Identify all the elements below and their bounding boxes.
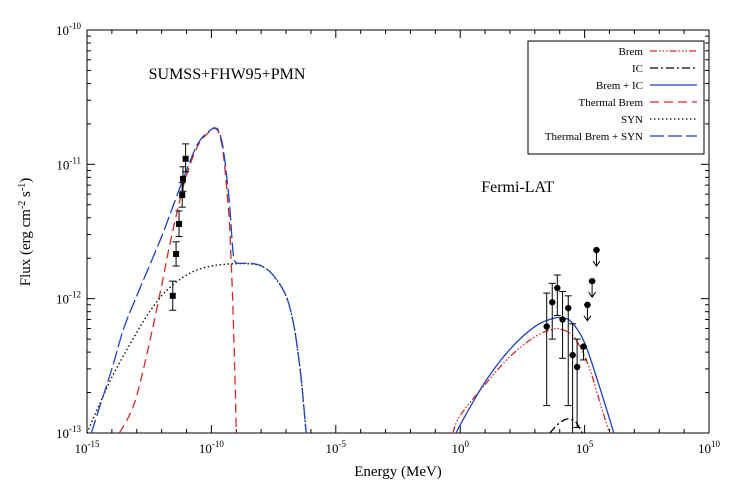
y-tick-label: 10-10 xyxy=(56,21,81,38)
legend: Brem IC Brem + IC Thermal Brem SYN Thermal Br… xyxy=(527,40,705,155)
model-curves xyxy=(87,127,615,433)
radio-data-point xyxy=(179,175,186,182)
legend-box xyxy=(527,40,705,155)
series-brem-ic-line xyxy=(455,316,615,433)
y-tick-label: 10-11 xyxy=(56,155,81,172)
y-axis-label: Flux (erg cm-2 s-1) xyxy=(17,178,34,287)
data-points xyxy=(169,143,601,434)
upper-limit-arrow-head xyxy=(592,260,601,267)
upper-limit-arrow-head xyxy=(588,291,596,299)
legend-label-ic: IC xyxy=(632,63,643,75)
fermi-data-point xyxy=(543,323,550,330)
axis-ticks: 10-15 10-10 10-5 100 105 1010 10-13 10-12 10-11 1… xyxy=(56,21,721,456)
fermi-data-point xyxy=(573,363,581,371)
radio-data-point xyxy=(169,292,176,299)
legend-label-syn: SYN xyxy=(621,114,643,126)
annotations: SUMSS+FHW95+PMN Fermi-LAT xyxy=(149,66,555,196)
fermi-data-point xyxy=(549,299,556,306)
x-tick-label: 10-15 xyxy=(75,439,100,456)
radio-data-point xyxy=(182,155,189,162)
radio-data-point xyxy=(176,220,183,227)
fermi-data-point xyxy=(554,284,561,292)
series-ic-line xyxy=(549,418,583,433)
series-brem-line xyxy=(452,327,611,433)
chart-annotation: SUMSS+FHW95+PMN xyxy=(149,66,306,83)
legend-label-thermal-brem: Thermal Brem xyxy=(579,97,644,109)
legend-label-brem: Brem xyxy=(619,46,644,58)
radio-data-point xyxy=(179,192,186,199)
series-thermal-brem-line xyxy=(118,127,237,433)
y-tick-label: 10-12 xyxy=(56,290,81,307)
x-tick-label: 10-5 xyxy=(326,439,347,456)
upper-limit-arrow-head xyxy=(583,315,592,322)
series-thermal-brem-syn-line xyxy=(90,127,307,433)
x-tick-label: 10-10 xyxy=(199,439,224,456)
y-tick-label: 10-13 xyxy=(56,424,81,441)
radio-data-point xyxy=(173,251,180,258)
x-tick-label: 1010 xyxy=(698,439,721,456)
plot-frame xyxy=(86,29,710,434)
fermi-data-point xyxy=(559,316,566,323)
fermi-data-point xyxy=(580,343,587,350)
legend-label-brem-ic: Brem + IC xyxy=(596,80,643,92)
x-tick-label: 105 xyxy=(576,439,594,456)
fermi-data-point xyxy=(569,351,576,359)
x-axis-label: Energy (MeV) xyxy=(354,464,442,480)
chart-annotation: Fermi-LAT xyxy=(481,179,554,196)
fermi-data-point xyxy=(565,304,572,312)
x-tick-label: 100 xyxy=(451,439,469,456)
series-syn-line xyxy=(87,262,307,433)
legend-label-thermal-brem-syn: Thermal Brem + SYN xyxy=(545,131,643,143)
